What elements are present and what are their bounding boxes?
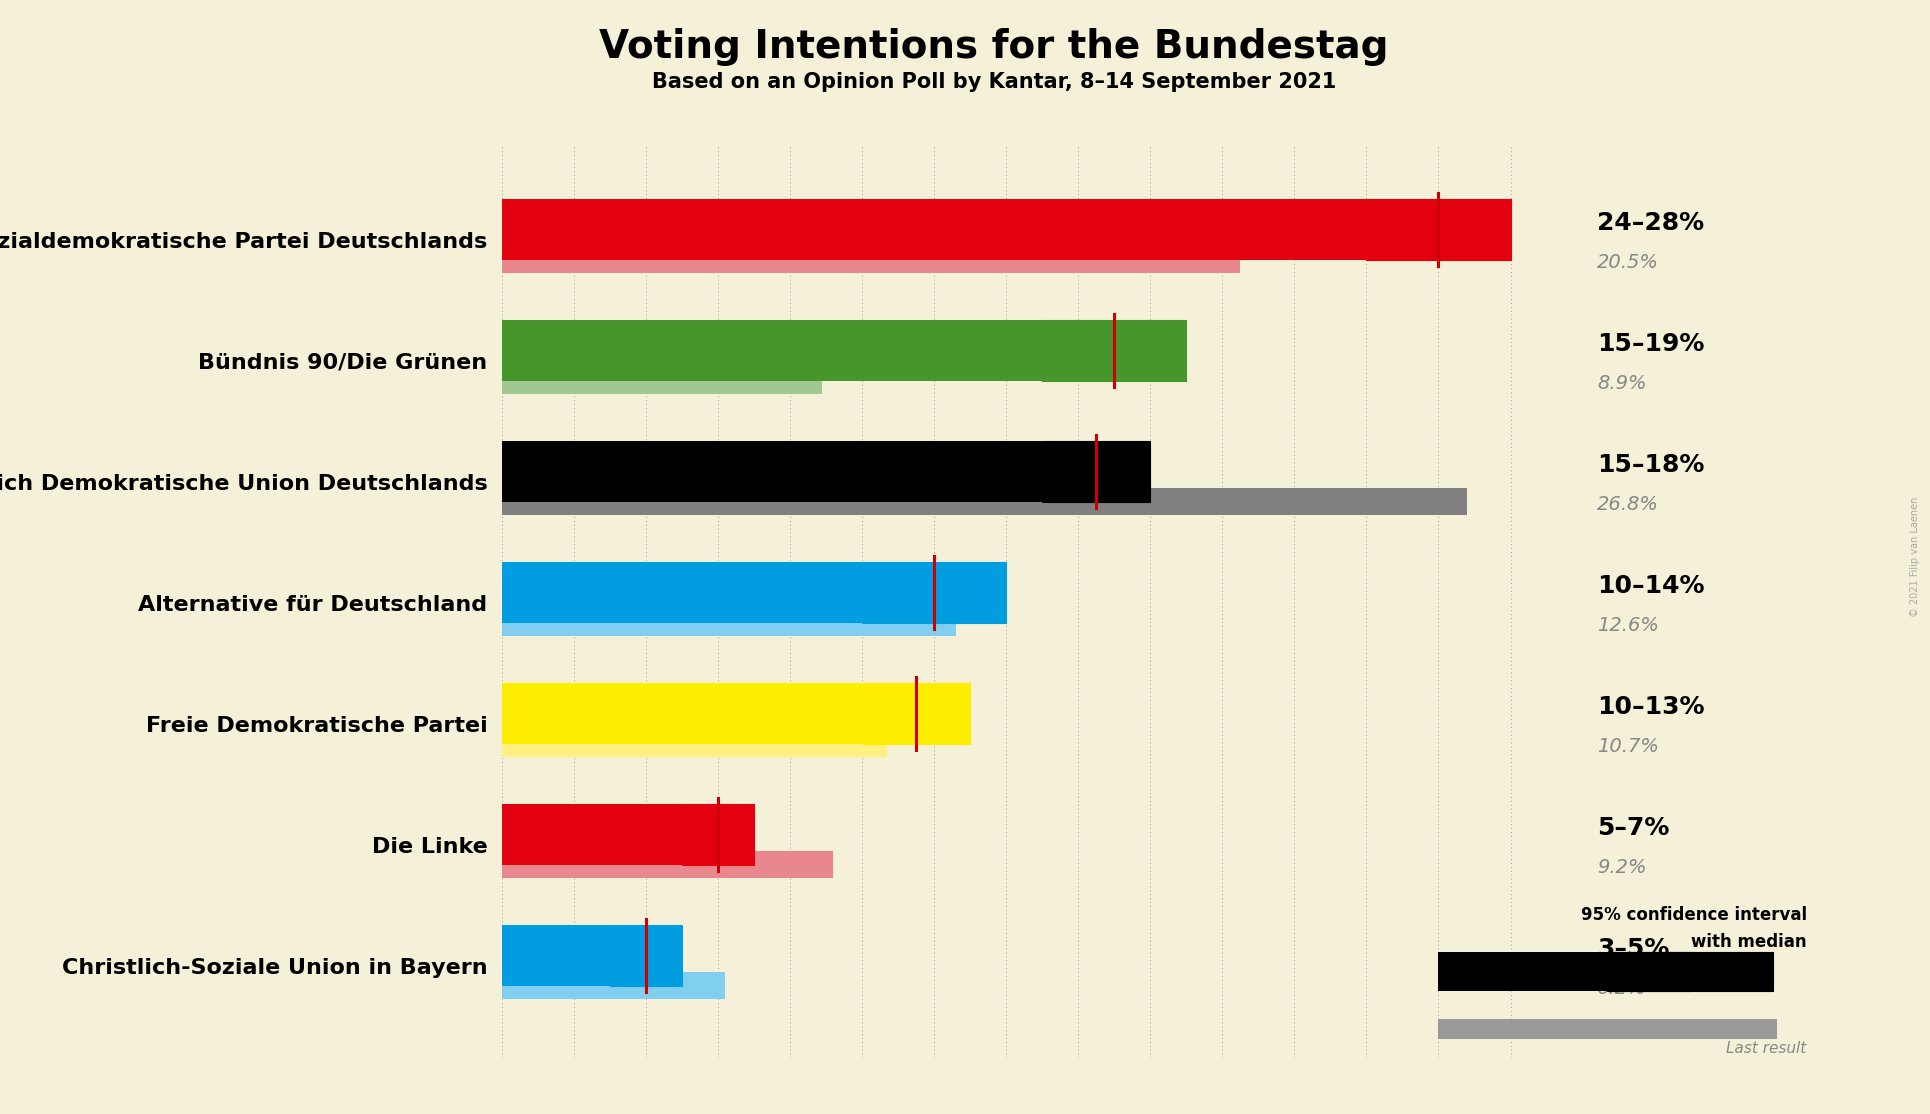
- Bar: [502, 368, 822, 394]
- Bar: [502, 804, 681, 864]
- Bar: [1691, 952, 1774, 990]
- Bar: [1042, 441, 1096, 501]
- Text: Freie Demokratische Partei: Freie Demokratische Partei: [145, 715, 488, 735]
- Bar: [502, 320, 1042, 381]
- Bar: [917, 683, 971, 744]
- Bar: [1114, 320, 1187, 381]
- Text: 10.7%: 10.7%: [1596, 736, 1660, 755]
- Bar: [1096, 441, 1150, 501]
- Bar: [1042, 320, 1114, 381]
- Bar: [1438, 199, 1511, 260]
- Text: Sozialdemokratische Partei Deutschlands: Sozialdemokratische Partei Deutschlands: [0, 232, 488, 252]
- Bar: [502, 926, 610, 986]
- Bar: [1366, 199, 1438, 260]
- Bar: [718, 804, 755, 864]
- Bar: [1608, 952, 1691, 990]
- Bar: [1608, 952, 1691, 990]
- Text: 3–5%: 3–5%: [1596, 937, 1669, 961]
- Text: 15–19%: 15–19%: [1596, 332, 1704, 356]
- Text: 10–14%: 10–14%: [1596, 575, 1704, 598]
- Bar: [1042, 320, 1114, 381]
- Text: Christlich-Soziale Union in Bayern: Christlich-Soziale Union in Bayern: [62, 958, 488, 978]
- Bar: [1366, 199, 1438, 260]
- Text: 5–7%: 5–7%: [1596, 817, 1669, 840]
- Text: 24–28%: 24–28%: [1596, 212, 1704, 235]
- Text: 15–18%: 15–18%: [1596, 453, 1704, 478]
- Bar: [1438, 1019, 1776, 1038]
- Text: Alternative für Deutschland: Alternative für Deutschland: [139, 595, 488, 615]
- Bar: [1608, 952, 1691, 990]
- Text: 6.2%: 6.2%: [1596, 978, 1646, 998]
- Bar: [502, 199, 1366, 260]
- Bar: [681, 804, 718, 864]
- Bar: [610, 926, 647, 986]
- Text: 20.5%: 20.5%: [1596, 253, 1660, 272]
- Bar: [502, 246, 1241, 273]
- Bar: [863, 683, 917, 744]
- Bar: [647, 926, 681, 986]
- Bar: [863, 563, 934, 623]
- Text: Based on an Opinion Poll by Kantar, 8–14 September 2021: Based on an Opinion Poll by Kantar, 8–14…: [652, 72, 1336, 92]
- Bar: [502, 683, 863, 744]
- Text: © 2021 Filip van Laenen: © 2021 Filip van Laenen: [1911, 497, 1920, 617]
- Text: with median: with median: [1691, 934, 1806, 951]
- Bar: [502, 731, 888, 758]
- Bar: [934, 563, 1006, 623]
- Bar: [917, 683, 971, 744]
- Text: Last result: Last result: [1727, 1040, 1806, 1056]
- Bar: [647, 926, 681, 986]
- Text: 26.8%: 26.8%: [1596, 495, 1660, 514]
- Text: Christlich Demokratische Union Deutschlands: Christlich Demokratische Union Deutschla…: [0, 473, 488, 494]
- Text: 8.9%: 8.9%: [1596, 373, 1646, 392]
- Bar: [502, 441, 1042, 501]
- Text: 9.2%: 9.2%: [1596, 858, 1646, 877]
- Bar: [502, 609, 955, 636]
- Bar: [502, 488, 1467, 515]
- Text: Voting Intentions for the Bundestag: Voting Intentions for the Bundestag: [598, 28, 1390, 66]
- Text: Bündnis 90/Die Grünen: Bündnis 90/Die Grünen: [199, 353, 488, 372]
- Bar: [610, 926, 647, 986]
- Text: 95% confidence interval: 95% confidence interval: [1581, 906, 1806, 925]
- Bar: [1096, 441, 1150, 501]
- Bar: [1691, 952, 1774, 990]
- Text: 12.6%: 12.6%: [1596, 616, 1660, 635]
- Bar: [934, 563, 1006, 623]
- Bar: [502, 973, 726, 999]
- Bar: [863, 683, 917, 744]
- Bar: [681, 804, 718, 864]
- Bar: [502, 851, 834, 878]
- Bar: [718, 804, 755, 864]
- Bar: [502, 563, 863, 623]
- Bar: [1438, 199, 1511, 260]
- Text: Die Linke: Die Linke: [372, 837, 488, 857]
- Bar: [863, 563, 934, 623]
- Text: 10–13%: 10–13%: [1596, 695, 1704, 720]
- Bar: [1042, 441, 1096, 501]
- Bar: [1114, 320, 1187, 381]
- Bar: [1438, 952, 1608, 990]
